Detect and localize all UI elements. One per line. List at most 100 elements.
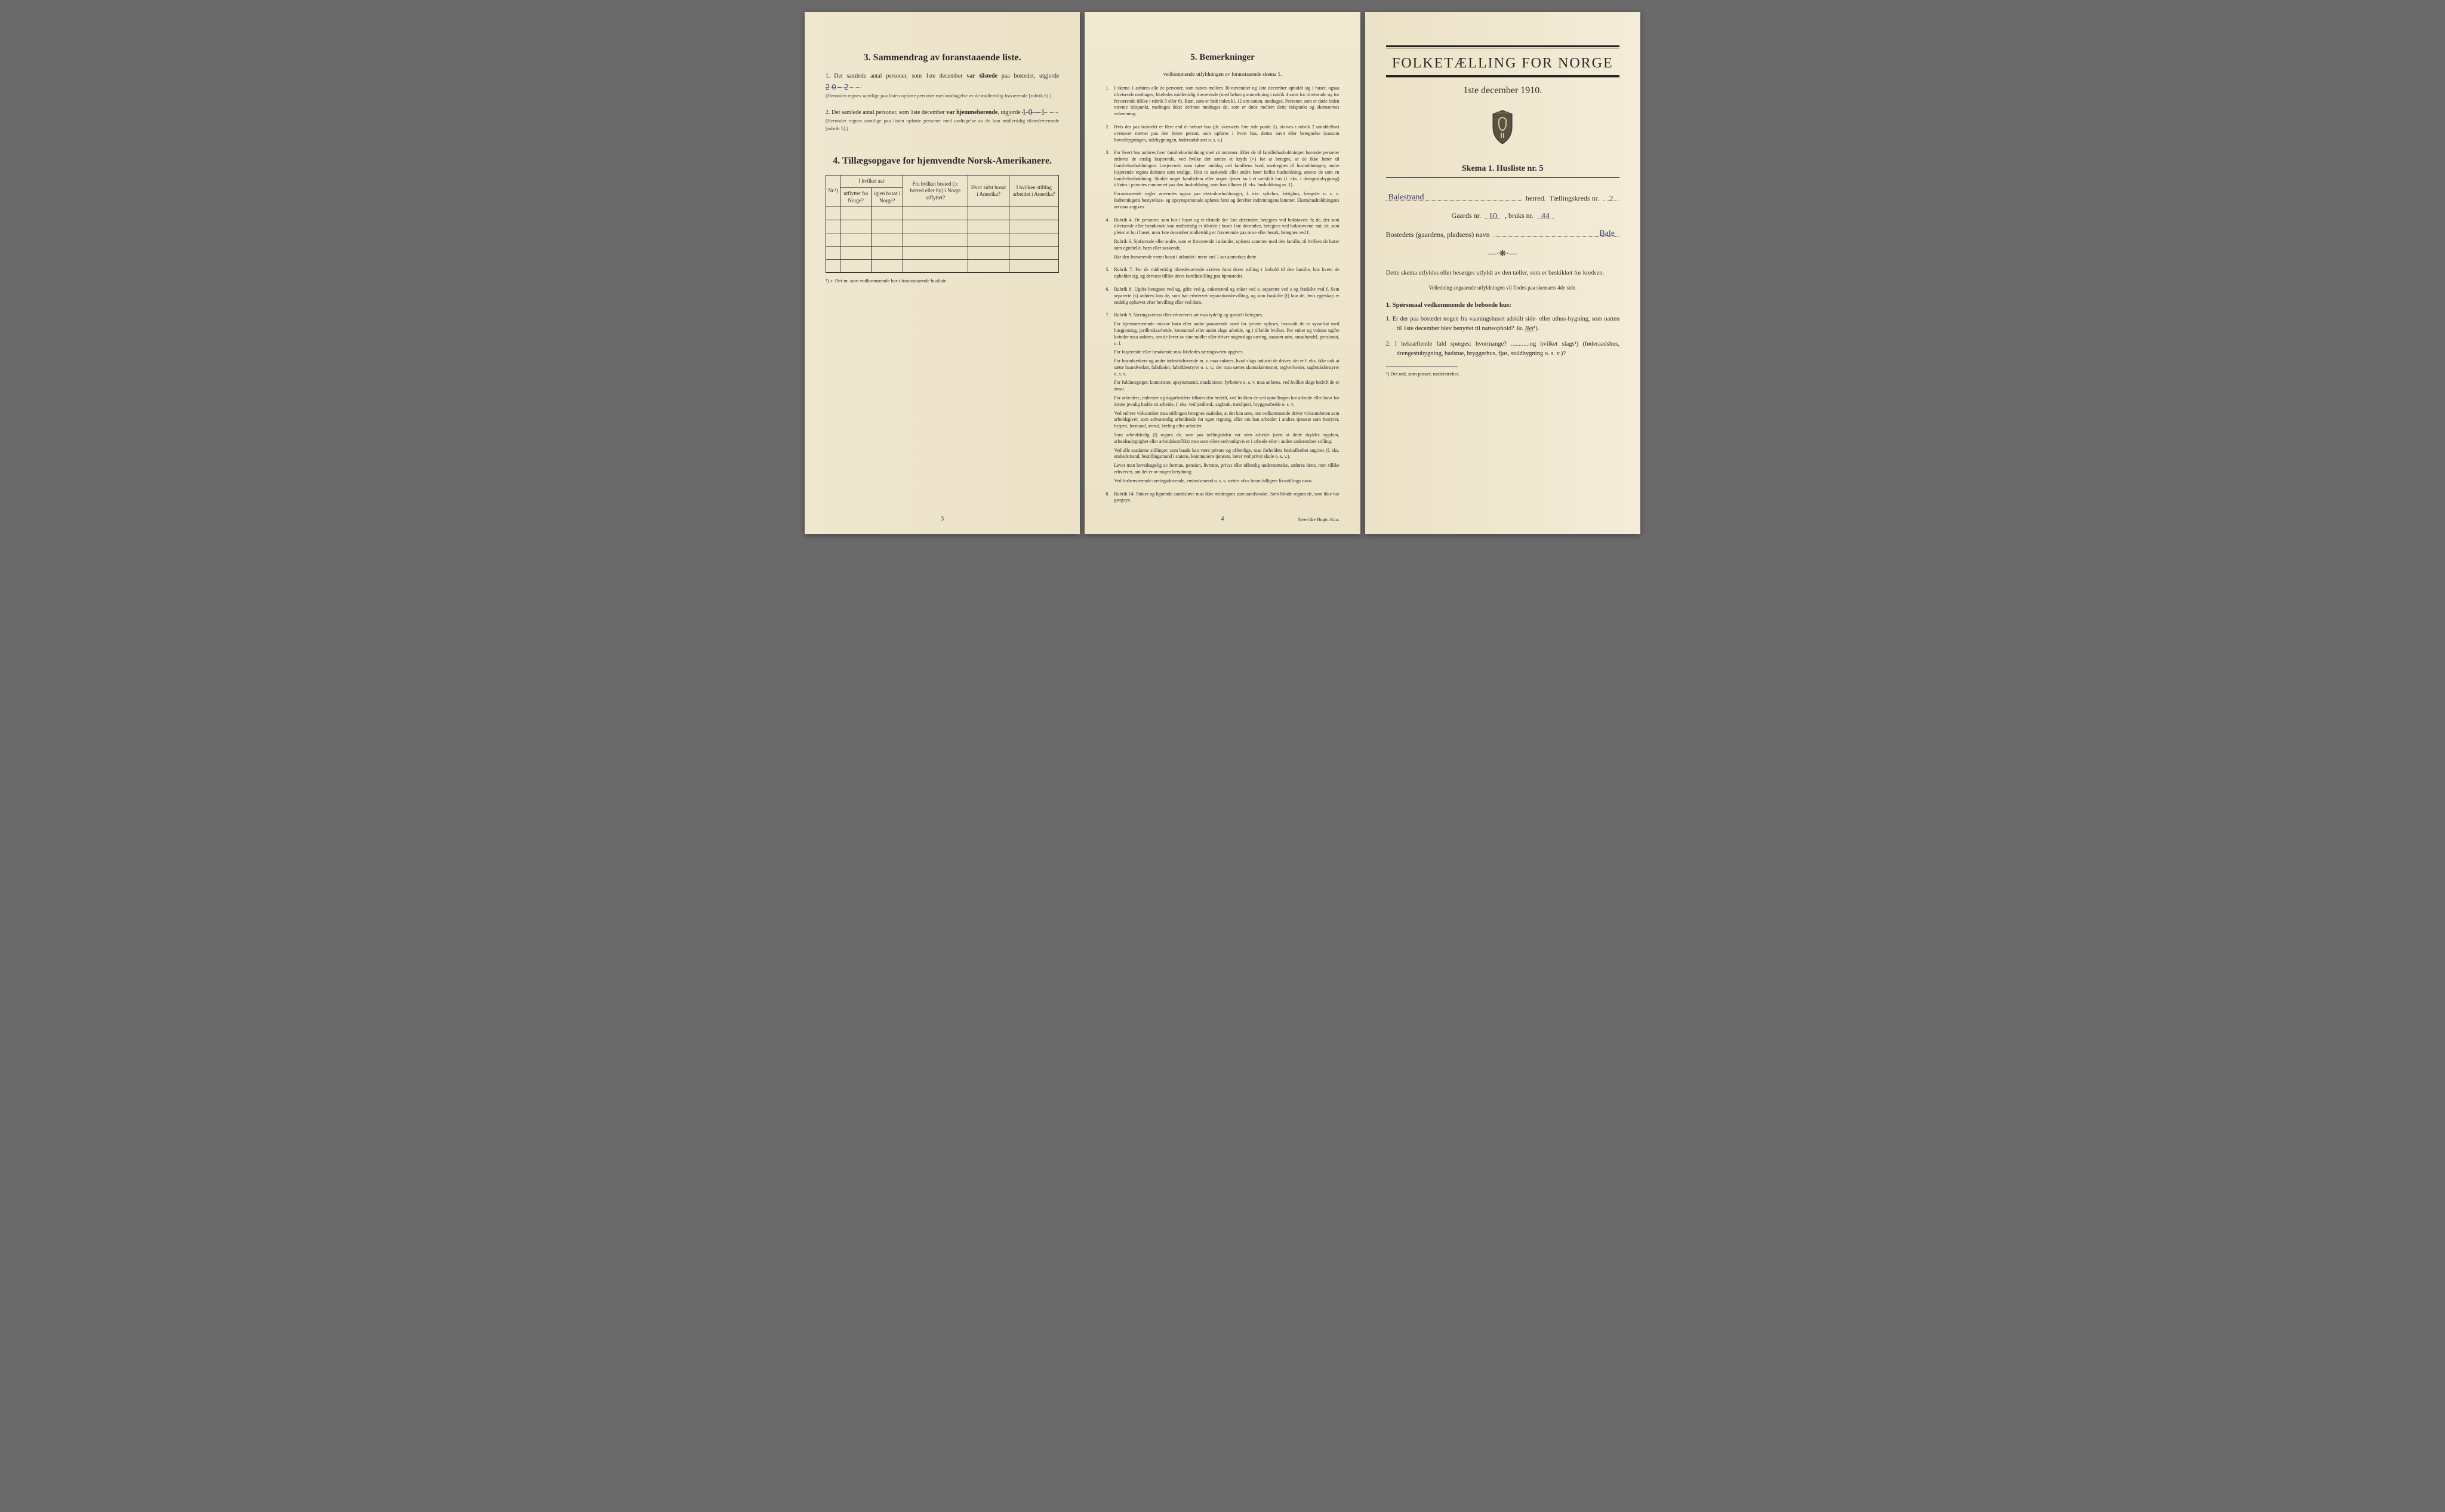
table-cell bbox=[1009, 233, 1059, 247]
herred-row: Balestrand herred. Tællingskreds nr. 2 bbox=[1386, 192, 1619, 203]
remark-paragraph: Som arbeidsledig (l) regnes de, som paa … bbox=[1114, 432, 1339, 445]
remark-paragraph: Har den fraværende været bosat i utlande… bbox=[1114, 254, 1339, 261]
table-cell bbox=[1009, 220, 1059, 233]
kreds-blank: 2 bbox=[1603, 194, 1619, 201]
census-date: 1ste december 1910. bbox=[1386, 85, 1619, 96]
table-cell bbox=[903, 233, 968, 247]
table-cell bbox=[903, 247, 968, 260]
table-row bbox=[826, 207, 1059, 220]
table-cell bbox=[968, 247, 1009, 260]
table-cell bbox=[826, 207, 840, 220]
remark-paragraph: Ved alle saadanne stillinger, som baade … bbox=[1114, 448, 1339, 461]
table-cell bbox=[840, 220, 872, 233]
gaards-blank: 10 bbox=[1485, 211, 1501, 218]
table-row bbox=[826, 233, 1059, 247]
th-aar-group: I hvilket aar bbox=[840, 175, 903, 188]
table-row bbox=[826, 220, 1059, 233]
item-1-post: paa bostedet, utgjorde bbox=[1002, 73, 1060, 79]
bruks-blank: 44 bbox=[1537, 211, 1554, 218]
remark-body: Rubrik 9. Næringsveiens eller erhvervets… bbox=[1114, 312, 1339, 486]
section-4-title: 4. Tillægsopgave for hjemvendte Norsk-Am… bbox=[826, 156, 1059, 167]
remark-paragraph: Rubrik 7. For de midlertidig tilstedevær… bbox=[1114, 267, 1339, 280]
remarks-list: 1.I skema 1 anføres alle de personer, so… bbox=[1106, 85, 1339, 506]
question-1: 1. Er der paa bostedet nogen fra vaaning… bbox=[1386, 315, 1619, 334]
q1-sup: ¹). bbox=[1533, 325, 1539, 332]
th-utflyttet: utflyttet fra Norge? bbox=[840, 187, 872, 207]
remark-number: 6. bbox=[1106, 287, 1114, 308]
table-cell bbox=[840, 247, 872, 260]
table-cell bbox=[840, 233, 872, 247]
remark-item: 4.Rubrik 4. De personer, som bor i huset… bbox=[1106, 217, 1339, 263]
bosted-blank: Bale bbox=[1494, 229, 1619, 237]
remark-item: 6.Rubrik 8. Ugifte betegnes ved ug, gift… bbox=[1106, 287, 1339, 308]
remark-number: 8. bbox=[1106, 491, 1114, 507]
instruction-2: Veiledning angaaende utfyldningen vil fi… bbox=[1386, 284, 1619, 292]
remark-paragraph: For fuldmægtiger, kontorister, opsynsmæn… bbox=[1114, 380, 1339, 393]
remark-number: 2. bbox=[1106, 124, 1114, 146]
item-1-value: 2 0 – 2 bbox=[826, 83, 849, 92]
table-cell bbox=[872, 220, 903, 233]
item-1: 1. Det samlede antal personer, som 1ste … bbox=[826, 72, 1059, 100]
table-row bbox=[826, 247, 1059, 260]
remark-item: 3.For hvert hus anføres hver familiehush… bbox=[1106, 150, 1339, 213]
item-2-value: 1 0 – 1 bbox=[1022, 108, 1045, 117]
skema-label: Skema 1. Husliste nr. bbox=[1462, 164, 1537, 173]
table-row bbox=[826, 260, 1059, 273]
item-2-note: (Herunder regnes samtlige paa listen opf… bbox=[826, 117, 1059, 133]
q1-ja: Ja. bbox=[1516, 325, 1523, 332]
question-heading: 1. Spørsmaal vedkommende de beboede hus: bbox=[1386, 301, 1619, 309]
q1-text: 1. Er der paa bostedet nogen fra vaaning… bbox=[1386, 316, 1619, 332]
remark-paragraph: Rubrik 14. Sinker og lignende aandssløve… bbox=[1114, 491, 1339, 504]
item-1-pre: 1. Det samlede antal personer, som 1ste … bbox=[826, 73, 963, 79]
remark-number: 7. bbox=[1106, 312, 1114, 486]
table-cell bbox=[872, 260, 903, 273]
table-cell bbox=[872, 233, 903, 247]
crest-svg bbox=[1488, 109, 1517, 145]
remark-paragraph: Ved enhver virksomhet maa stillingen bet… bbox=[1114, 411, 1339, 430]
item-1-note: (Herunder regnes samtlige paa listen opf… bbox=[826, 92, 1059, 100]
bosted-label: Bostedets (gaardens, pladsens) navn bbox=[1386, 230, 1490, 239]
table-cell bbox=[1009, 207, 1059, 220]
remark-body: Rubrik 4. De personer, som bor i huset o… bbox=[1114, 217, 1339, 263]
remark-number: 4. bbox=[1106, 217, 1114, 263]
remark-body: Rubrik 8. Ugifte betegnes ved ug, gifte … bbox=[1114, 287, 1339, 308]
page-4: 5. Bemerkninger vedkommende utfyldningen… bbox=[1085, 12, 1360, 534]
table-cell bbox=[968, 220, 1009, 233]
table-cell bbox=[840, 260, 872, 273]
th-nr: Nr.¹) bbox=[826, 175, 840, 207]
table-cell bbox=[1009, 247, 1059, 260]
remark-item: 1.I skema 1 anføres alle de personer, so… bbox=[1106, 85, 1339, 120]
item-2-bold: var hjemmehørende bbox=[946, 109, 997, 116]
footnote: ¹) Det ord, som passer, understrekes. bbox=[1386, 371, 1619, 377]
remark-body: I skema 1 anføres alle de personer, som … bbox=[1114, 85, 1339, 120]
remark-item: 2.Hvis der paa bostedet er flere end ét … bbox=[1106, 124, 1339, 146]
remark-paragraph: For hjemmeværende voksne børn eller andr… bbox=[1114, 321, 1339, 347]
remark-body: Rubrik 7. For de midlertidig tilstedevær… bbox=[1114, 267, 1339, 282]
document-spread: 3. Sammendrag av foranstaaende liste. 1.… bbox=[805, 12, 1640, 534]
page-number-3: 3 bbox=[941, 516, 944, 522]
table-cell bbox=[968, 233, 1009, 247]
page-1-cover: FOLKETÆLLING FOR NORGE 1ste december 191… bbox=[1365, 12, 1640, 534]
table-cell bbox=[826, 220, 840, 233]
husliste-nr: 5 bbox=[1539, 164, 1544, 173]
table-footnote: ¹) ɔ: Det nr. som vedkommende har i fora… bbox=[826, 278, 1059, 284]
printer-credit: Steen'ske Bogtr. Kr.a. bbox=[1298, 517, 1339, 522]
herred-value: Balestrand bbox=[1388, 193, 1424, 201]
instruction-1: Dette skema utfyldes eller besørges utfy… bbox=[1386, 269, 1619, 278]
section-5-subtitle: vedkommende utfyldningen av foranstaaend… bbox=[1106, 71, 1339, 77]
remark-paragraph: Rubrik 9. Næringsveiens eller erhvervets… bbox=[1114, 312, 1339, 319]
th-igjen: igjen bosat i Norge? bbox=[872, 187, 903, 207]
skema-rule bbox=[1386, 177, 1619, 178]
table-cell bbox=[903, 207, 968, 220]
remark-paragraph: Foranstaaende regler anvendes ogsaa paa … bbox=[1114, 191, 1339, 210]
remark-body: Hvis der paa bostedet er flere end ét be… bbox=[1114, 124, 1339, 146]
remark-paragraph: Rubrik 4. De personer, som bor i huset o… bbox=[1114, 217, 1339, 236]
gaards-label: Gaards nr. bbox=[1452, 211, 1481, 220]
table-cell bbox=[903, 260, 968, 273]
item-2-pre: 2. Det samlede antal personer, som 1ste … bbox=[826, 109, 945, 116]
page-3: 3. Sammendrag av foranstaaende liste. 1.… bbox=[805, 12, 1080, 534]
remark-number: 3. bbox=[1106, 150, 1114, 213]
remark-paragraph: Ved forhenværende næringsdrivende, embed… bbox=[1114, 478, 1339, 485]
section-3-title: 3. Sammendrag av foranstaaende liste. bbox=[826, 53, 1059, 63]
remark-body: For hvert hus anføres hver familiehushol… bbox=[1114, 150, 1339, 213]
